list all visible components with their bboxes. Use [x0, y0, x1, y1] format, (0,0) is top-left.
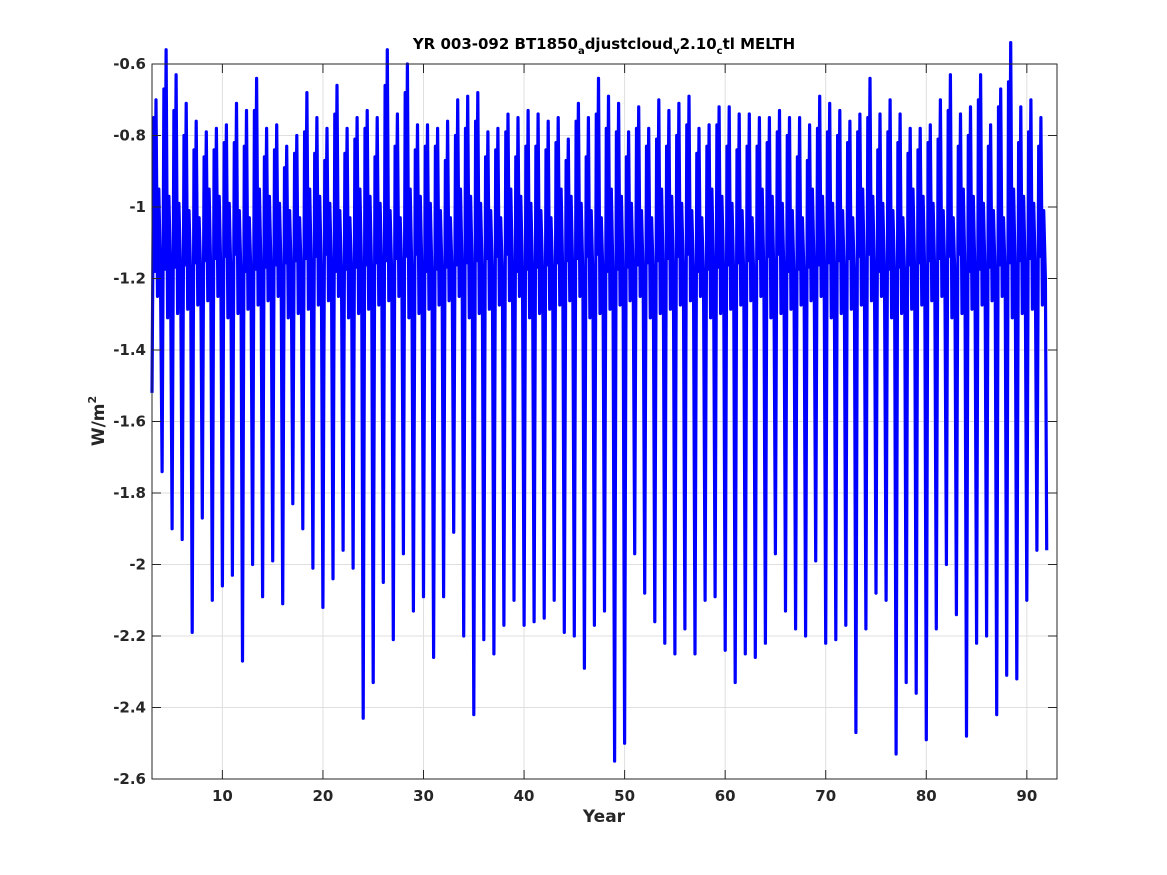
x-tick-label: 90 [1016, 787, 1037, 805]
y-tick-label: -1 [129, 198, 146, 216]
x-tick-label: 60 [715, 787, 736, 805]
y-axis-label: W/m2 [86, 396, 109, 446]
y-tick-label: -2.2 [113, 627, 146, 645]
x-tick-label: 30 [413, 787, 434, 805]
y-tick-label: -1.2 [113, 270, 146, 288]
x-tick-label: 10 [212, 787, 233, 805]
tick-marks [152, 63, 1057, 780]
x-tick-label: 20 [313, 787, 334, 805]
x-tick-label: 50 [614, 787, 635, 805]
x-tick-label: 70 [815, 787, 836, 805]
y-tick-label: -1.6 [113, 413, 146, 431]
x-axis-label: Year [582, 807, 626, 827]
y-tick-label: -2.4 [113, 699, 146, 717]
x-tick-label: 80 [916, 787, 937, 805]
y-tick-label: -0.8 [113, 127, 146, 145]
data-series [150, 41, 1049, 763]
chart-title: YR 003-092 BT1850adjustcloudv2.10ctl MEL… [412, 35, 795, 57]
y-tick-label: -2.6 [113, 770, 146, 788]
y-tick-label: -1.4 [113, 341, 146, 359]
y-tick-label: -0.6 [113, 55, 146, 73]
y-tick-label: -2 [129, 556, 146, 574]
x-tick-label: 40 [514, 787, 535, 805]
x-tick-labels: 10 20 30 40 50 60 70 80 90 [212, 787, 1037, 805]
series-line [150, 41, 1049, 763]
y-tick-label: -1.8 [113, 484, 146, 502]
y-tick-labels: -2.6 -2.4 -2.2 -2 -1.8 -1.6 -1.4 -1.2 -1 -0.8 -0.6 [113, 55, 146, 788]
